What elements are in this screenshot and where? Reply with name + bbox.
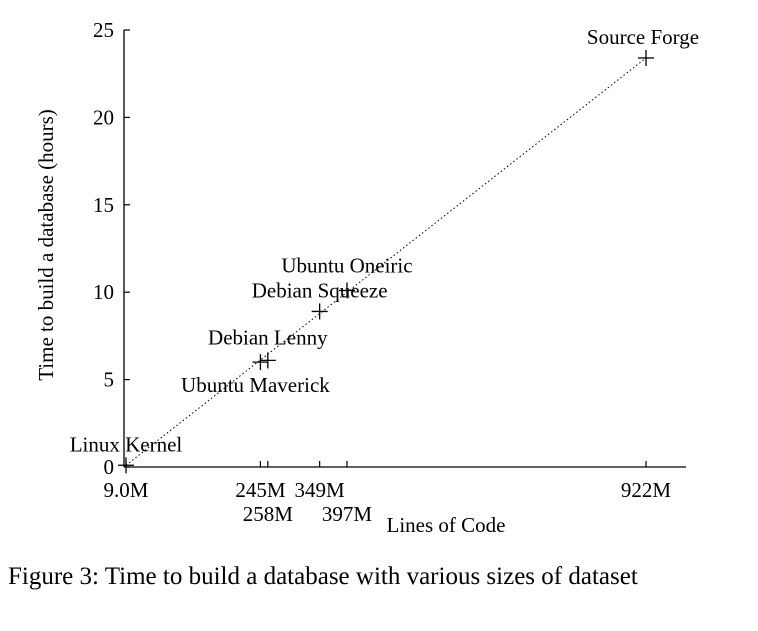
data-point-marker (338, 282, 355, 299)
data-point-marker (118, 457, 134, 474)
data-point-label: Linux Kernel (70, 432, 183, 456)
data-point-marker (638, 49, 654, 66)
y-tick-label: 0 (104, 455, 115, 479)
y-axis-ticks: 0 5 10 15 20 25 (93, 18, 130, 479)
data-point-label: Source Forge (587, 25, 699, 49)
data-point-label: Debian Squeeze (252, 278, 388, 302)
x-tick-label: 9.0M (104, 478, 149, 502)
figure-caption: Figure 3: Time to build a database with … (8, 563, 638, 590)
data-point-marker (311, 303, 328, 320)
x-tick-label: 349M (295, 478, 346, 502)
point-labels: Linux Kernel Ubuntu Maverick Debian Lenny D… (70, 25, 699, 456)
data-point-marker (252, 354, 269, 371)
data-point-label: Debian Lenny (208, 325, 328, 349)
y-tick-label: 5 (104, 368, 115, 392)
y-tick-label: 10 (93, 280, 114, 304)
axes (123, 30, 686, 468)
x-tick-label: 258M (243, 502, 294, 526)
data-points (118, 49, 654, 474)
x-tick-label: 397M (322, 502, 373, 526)
data-point-marker (259, 352, 276, 369)
y-tick-label: 20 (93, 105, 114, 129)
x-axis-label: Lines of Code (387, 513, 506, 537)
y-tick-label: 15 (93, 193, 114, 217)
x-tick-label: 245M (235, 478, 286, 502)
data-point-label: Ubuntu Oneiric (281, 253, 412, 277)
x-tick-label: 922M (621, 478, 672, 502)
data-point-label: Ubuntu Maverick (181, 373, 330, 397)
y-tick-label: 25 (93, 18, 114, 42)
y-axis-label: Time to build a database (hours) (34, 109, 58, 381)
